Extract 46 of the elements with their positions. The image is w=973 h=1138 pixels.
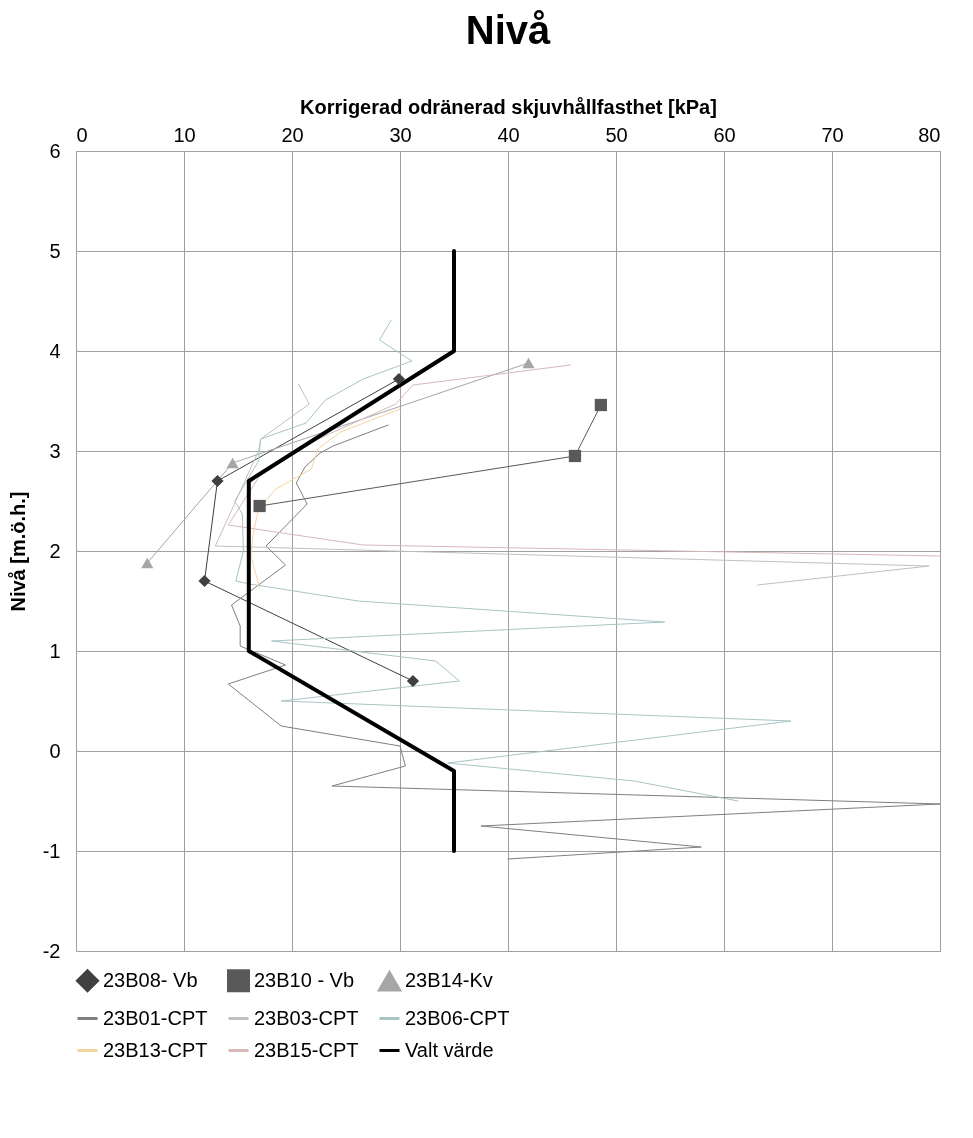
legend-label: 23B08- Vb	[103, 968, 198, 991]
x-tick-label: 60	[713, 123, 736, 146]
y-tick-label: 1	[49, 639, 61, 662]
x-tick-label: 10	[173, 123, 196, 146]
y-tick-label: 0	[49, 739, 61, 762]
point	[198, 574, 211, 588]
point	[226, 457, 239, 469]
legend-label: 23B15-CPT	[254, 1038, 359, 1061]
line-series	[250, 408, 401, 589]
y-tick-label: 4	[49, 339, 61, 362]
point	[568, 449, 582, 463]
legend-label: 23B03-CPT	[254, 1006, 359, 1029]
point	[406, 674, 420, 688]
point	[211, 474, 224, 488]
point	[141, 557, 154, 569]
x-tick-label: 20	[281, 123, 304, 146]
x-tick-label: 50	[605, 123, 628, 146]
chart-title: Nivå	[465, 8, 551, 52]
legend-label: 23B13-CPT	[103, 1038, 208, 1061]
legend-label: 23B01-CPT	[103, 1006, 208, 1029]
line-series	[234, 319, 792, 802]
y-tick-label: 6	[49, 139, 61, 162]
x-tick-label: 40	[497, 123, 520, 146]
y-axis-title: Nivå [m.ö.h.]	[6, 491, 29, 612]
point	[253, 499, 266, 513]
point	[594, 398, 607, 412]
line-series	[246, 249, 456, 853]
x-axis-title: Korrigerad odränerad skjuvhållfasthet [kPa]	[300, 95, 717, 118]
legend-label: 23B14-Kv	[405, 969, 493, 992]
y-tick-label: -2	[42, 939, 61, 962]
x-tick-label: 0	[76, 123, 88, 146]
y-tick-label: 2	[49, 539, 61, 562]
x-tick-label: 30	[389, 123, 412, 146]
x-tick-label: 80	[918, 123, 941, 146]
y-tick-label: 3	[49, 439, 61, 462]
legend-label: Valt värde	[405, 1038, 494, 1061]
point	[522, 357, 535, 369]
legend-label: 23B06-CPT	[405, 1006, 510, 1029]
line-series	[227, 424, 941, 860]
point	[392, 372, 406, 386]
line-series	[214, 383, 930, 586]
x-tick-label: 70	[821, 123, 844, 146]
y-tick-label: -1	[42, 839, 61, 862]
y-tick-label: 5	[49, 239, 61, 262]
line-series	[227, 364, 941, 557]
legend-label: 23B10 - Vb	[254, 968, 355, 991]
